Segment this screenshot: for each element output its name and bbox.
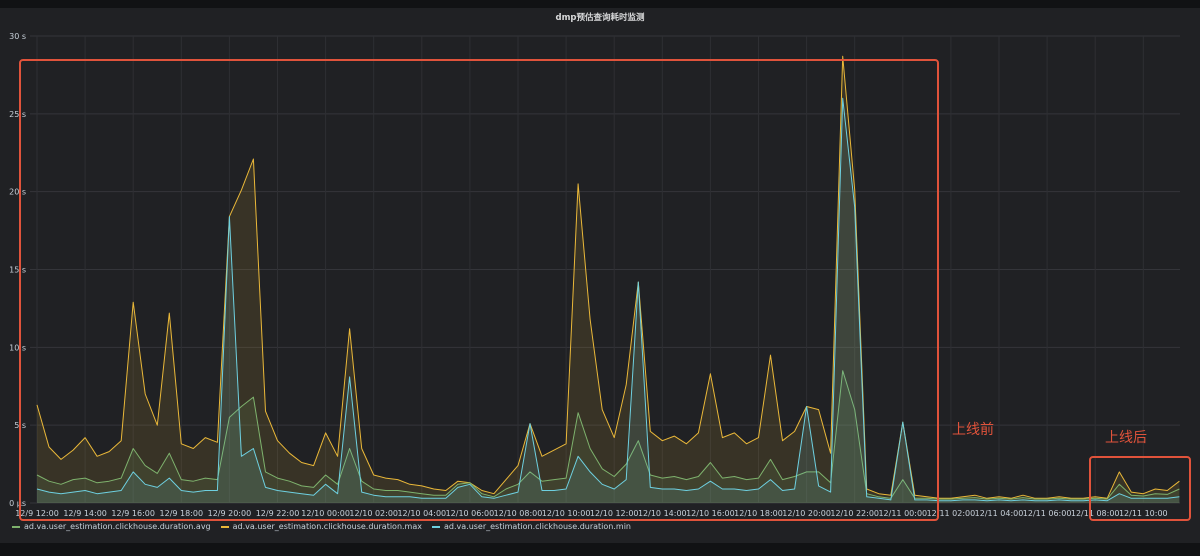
x-tick-label: 12/11 04:00 — [975, 509, 1024, 518]
legend-label-max: ad.va.user_estimation.clickhouse.duratio… — [232, 522, 422, 531]
series-layer — [36, 55, 1180, 504]
x-tick-label: 12/9 20:00 — [208, 509, 252, 518]
annotation-label-after: 上线后 — [1105, 430, 1147, 446]
x-tick-label: 12/9 16:00 — [111, 509, 155, 518]
legend-swatch-avg — [12, 525, 20, 528]
y-tick-label: 25 s — [9, 110, 26, 119]
x-tick-label: 12/10 04:00 — [397, 509, 446, 518]
series-line-avg[interactable] — [36, 370, 1180, 500]
x-tick-label: 12/11 06:00 — [1023, 509, 1072, 518]
series-line-min[interactable] — [36, 97, 1180, 502]
legend-item-min[interactable]: ad.va.user_estimation.clickhouse.duratio… — [431, 522, 631, 531]
legend-label-min: ad.va.user_estimation.clickhouse.duratio… — [443, 522, 631, 531]
grid — [30, 35, 1180, 504]
y-tick-label: 20 s — [9, 188, 26, 197]
panel-title[interactable]: dmp预估查询耗时监测 — [555, 13, 645, 23]
x-tick-label: 12/10 02:00 — [349, 509, 398, 518]
legend-label-avg: ad.va.user_estimation.clickhouse.duratio… — [24, 522, 211, 531]
x-tick-label: 12/10 06:00 — [446, 509, 495, 518]
x-tick-label: 12/10 00:00 — [301, 509, 350, 518]
y-axis-ticks: 0 µs5 s10 s15 s20 s25 s30 s — [9, 32, 26, 508]
annotation-box-before — [19, 59, 939, 521]
series-fill-avg — [37, 370, 1180, 503]
annotation-box-after — [1089, 456, 1191, 521]
x-tick-label: 12/9 12:00 — [15, 509, 59, 518]
x-axis-ticks: 12/9 12:00 12/9 14:00 12/9 16:00 12/9 18:00… — [15, 509, 1167, 518]
x-tick-label: 12/11 10:00 — [1119, 509, 1168, 518]
x-tick-label: 12/11 00:00 — [878, 509, 927, 518]
x-tick-label: 12/11 02:00 — [927, 509, 976, 518]
y-tick-label: 0 µs — [9, 499, 26, 508]
x-tick-label: 12/9 18:00 — [160, 509, 204, 518]
x-tick-label: 12/10 12:00 — [590, 509, 639, 518]
x-tick-label: 12/9 14:00 — [63, 509, 107, 518]
y-tick-label: 10 s — [9, 343, 26, 352]
x-tick-label: 12/10 08:00 — [494, 509, 543, 518]
x-tick-label: 12/10 22:00 — [830, 509, 879, 518]
y-tick-label: 30 s — [9, 32, 26, 41]
x-tick-label: 12/9 22:00 — [256, 509, 300, 518]
annotation-label-before: 上线前 — [952, 421, 994, 438]
series-fill-max — [37, 56, 1180, 503]
x-tick-label: 12/10 10:00 — [542, 509, 591, 518]
x-tick-label: 12/10 18:00 — [734, 509, 783, 518]
legend: ad.va.user_estimation.clickhouse.duratio… — [12, 522, 631, 531]
legend-item-max[interactable]: ad.va.user_estimation.clickhouse.duratio… — [220, 522, 422, 531]
graph-panel — [0, 8, 1200, 543]
legend-swatch-max — [220, 525, 229, 528]
x-tick-label: 12/11 08:00 — [1071, 509, 1120, 518]
y-tick-label: 15 s — [9, 266, 26, 275]
legend-swatch-min — [431, 525, 440, 528]
legend-item-avg[interactable]: ad.va.user_estimation.clickhouse.duratio… — [12, 522, 211, 531]
x-tick-label: 12/10 14:00 — [638, 509, 687, 518]
x-tick-label: 12/10 16:00 — [686, 509, 735, 518]
x-tick-label: 12/10 20:00 — [782, 509, 831, 518]
